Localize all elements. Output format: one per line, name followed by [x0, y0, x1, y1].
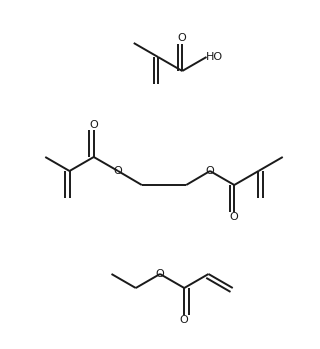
Text: O: O	[89, 120, 98, 131]
Text: O: O	[180, 314, 188, 325]
Text: O: O	[178, 34, 187, 43]
Text: O: O	[114, 166, 122, 176]
Text: HO: HO	[206, 52, 223, 62]
Text: O: O	[156, 269, 164, 279]
Text: O: O	[206, 166, 214, 176]
Text: O: O	[230, 211, 239, 222]
